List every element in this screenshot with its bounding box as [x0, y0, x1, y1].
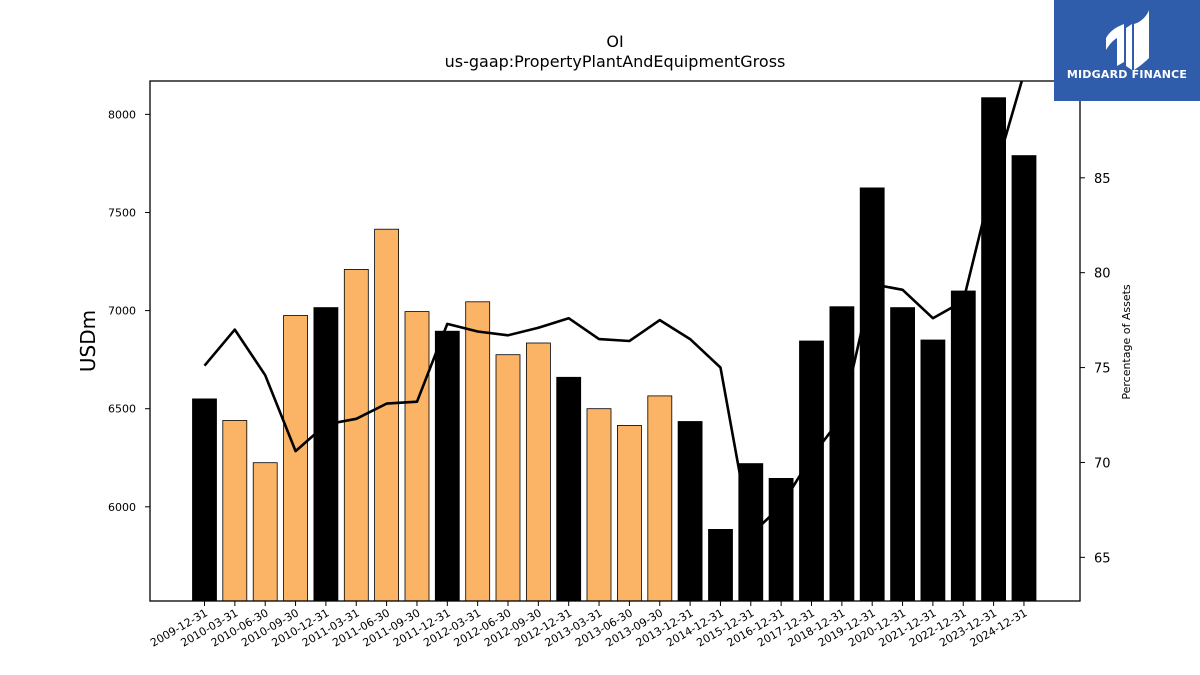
logo-text: MIDGARD FINANCE [1066, 68, 1188, 81]
bar-2010-09-30 [283, 315, 309, 602]
bar-2013-12-31 [677, 421, 703, 602]
y-tick-label: 6000 [108, 501, 136, 514]
bar-2011-03-31 [343, 268, 369, 602]
y2-tick-label: 70 [1094, 456, 1111, 471]
y-axis-label: USDm [76, 310, 100, 372]
bar-2010-03-31 [222, 420, 248, 602]
bar-2012-12-31 [556, 376, 582, 602]
bar-2009-12-31 [192, 398, 217, 602]
y-tick-label: 8000 [108, 108, 136, 121]
bar-2013-06-30 [617, 424, 642, 602]
bar-2011-12-31 [434, 330, 460, 602]
bar-2022-12-31 [950, 290, 976, 602]
bar-2019-12-31 [859, 187, 885, 602]
bar-2010-06-30 [252, 462, 278, 602]
bar-2024-12-31 [1011, 155, 1037, 602]
y2-tick-label: 75 [1094, 362, 1111, 377]
bar-2010-12-31 [313, 307, 339, 602]
bar-2021-12-31 [920, 339, 946, 602]
y2-tick-label: 80 [1094, 267, 1111, 282]
y2-tick-label: 65 [1094, 551, 1111, 566]
bar-2013-03-31 [586, 408, 612, 602]
bar-2018-12-31 [829, 306, 855, 602]
y-tick-label: 6500 [108, 403, 136, 416]
y-tick-label: 7500 [108, 206, 136, 219]
chart-title: OI [606, 32, 624, 51]
brand-logo: MIDGARD FINANCE [1054, 0, 1200, 101]
percentage-of-assets-line [203, 81, 1024, 536]
y2-axis-label: Percentage of Assets [1120, 284, 1133, 400]
midgard-logo-icon [1106, 10, 1149, 70]
y2-tick-label: 85 [1094, 172, 1111, 187]
bar-2014-12-31 [708, 529, 733, 602]
bar-2020-12-31 [890, 307, 915, 602]
bar-2012-03-31 [465, 301, 491, 602]
bar-2011-06-30 [374, 228, 400, 602]
chart-subtitle: us-gaap:PropertyPlantAndEquipmentGross [444, 52, 786, 71]
y-tick-label: 7000 [108, 305, 136, 318]
bar-2013-09-30 [647, 395, 673, 602]
bar-2016-12-31 [768, 477, 794, 602]
bar-2011-09-30 [404, 311, 430, 602]
bar-2012-06-30 [495, 354, 521, 602]
bar-2012-09-30 [526, 342, 551, 602]
plot-frame [149, 80, 1081, 602]
bar-2017-12-31 [799, 340, 824, 602]
